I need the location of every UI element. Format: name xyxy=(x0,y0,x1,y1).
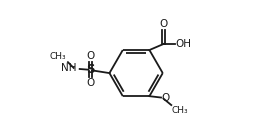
Text: CH₃: CH₃ xyxy=(172,106,188,115)
Text: O: O xyxy=(86,78,95,88)
Text: CH₃: CH₃ xyxy=(50,52,66,61)
Text: O: O xyxy=(86,51,95,61)
Text: O: O xyxy=(162,93,170,103)
Text: S: S xyxy=(86,63,95,76)
Text: O: O xyxy=(160,19,168,29)
Text: NH: NH xyxy=(61,63,77,73)
Text: OH: OH xyxy=(176,39,192,49)
